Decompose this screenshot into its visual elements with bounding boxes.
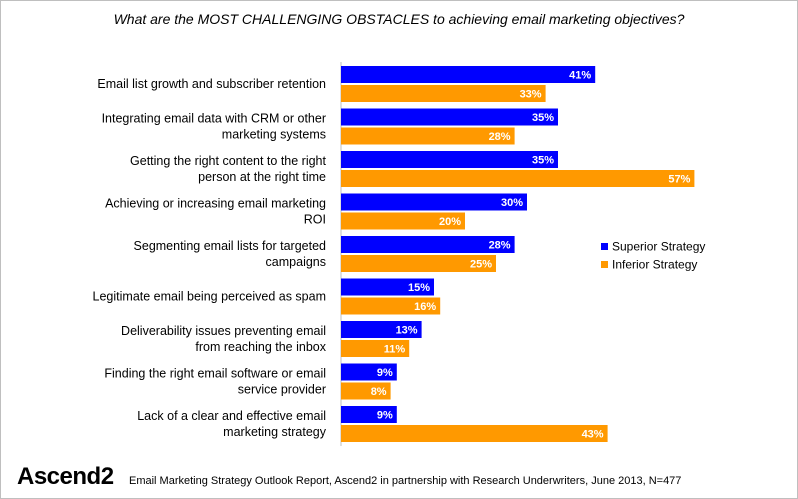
bar-superior [341, 278, 434, 296]
category-label: Integrating email data with CRM or other… [102, 112, 326, 142]
data-label: 9% [377, 410, 393, 422]
data-label: 33% [520, 89, 542, 101]
category-label: Segmenting email lists for targeted campa… [134, 239, 327, 269]
data-label: 41% [569, 70, 591, 82]
bar-superior [341, 236, 515, 253]
bar-inferior [341, 255, 496, 272]
bar-superior [341, 363, 397, 381]
bar-inferior [341, 382, 391, 400]
data-label: 28% [489, 131, 511, 143]
legend-swatch [601, 261, 608, 268]
data-label: 9% [377, 367, 393, 379]
bar-superior [341, 406, 397, 423]
data-label: 16% [414, 301, 436, 313]
data-label: 30% [501, 197, 523, 209]
legend-label: Inferior Strategy [612, 258, 697, 272]
legend-swatch [601, 243, 608, 250]
bar-superior [341, 151, 558, 168]
data-label: 35% [532, 112, 554, 124]
data-label: 57% [668, 174, 690, 186]
bar-inferior [341, 85, 546, 102]
data-label: 13% [396, 325, 418, 337]
data-label: 11% [384, 344, 406, 356]
category-label: Deliverability issues preventing email fr… [121, 324, 327, 354]
category-label: Achieving or increasing email marketing R… [105, 197, 326, 227]
bar-inferior [341, 340, 410, 357]
data-label: 25% [470, 259, 492, 271]
bar-inferior [341, 170, 695, 187]
ascend2-logo: Ascend2 [17, 463, 114, 490]
footer-note: Email Marketing Strategy Outlook Report,… [129, 475, 682, 487]
bar-superior [341, 321, 422, 338]
bar-superior [341, 193, 527, 211]
bar-inferior [341, 425, 608, 442]
bar-inferior [341, 212, 465, 230]
bar-superior [341, 108, 558, 126]
data-label: 15% [408, 282, 430, 294]
category-label: Getting the right content to the right pe… [130, 154, 326, 184]
category-label: Lack of a clear and effective email marke… [137, 409, 327, 439]
data-label: 20% [439, 216, 461, 228]
bar-inferior [341, 297, 441, 315]
data-label: 43% [582, 429, 604, 441]
bar-inferior [341, 127, 515, 145]
category-label: Finding the right email software or emai… [104, 367, 326, 397]
legend-label: Superior Strategy [612, 240, 705, 254]
chart-title: What are the MOST CHALLENGING OBSTACLES … [113, 11, 685, 27]
category-label: Email list growth and subscriber retenti… [97, 77, 326, 91]
data-label: 28% [489, 240, 511, 252]
bar-superior [341, 66, 596, 83]
data-label: 8% [371, 386, 387, 398]
category-label: Legitimate email being perceived as spam [93, 290, 326, 304]
data-label: 35% [532, 155, 554, 167]
